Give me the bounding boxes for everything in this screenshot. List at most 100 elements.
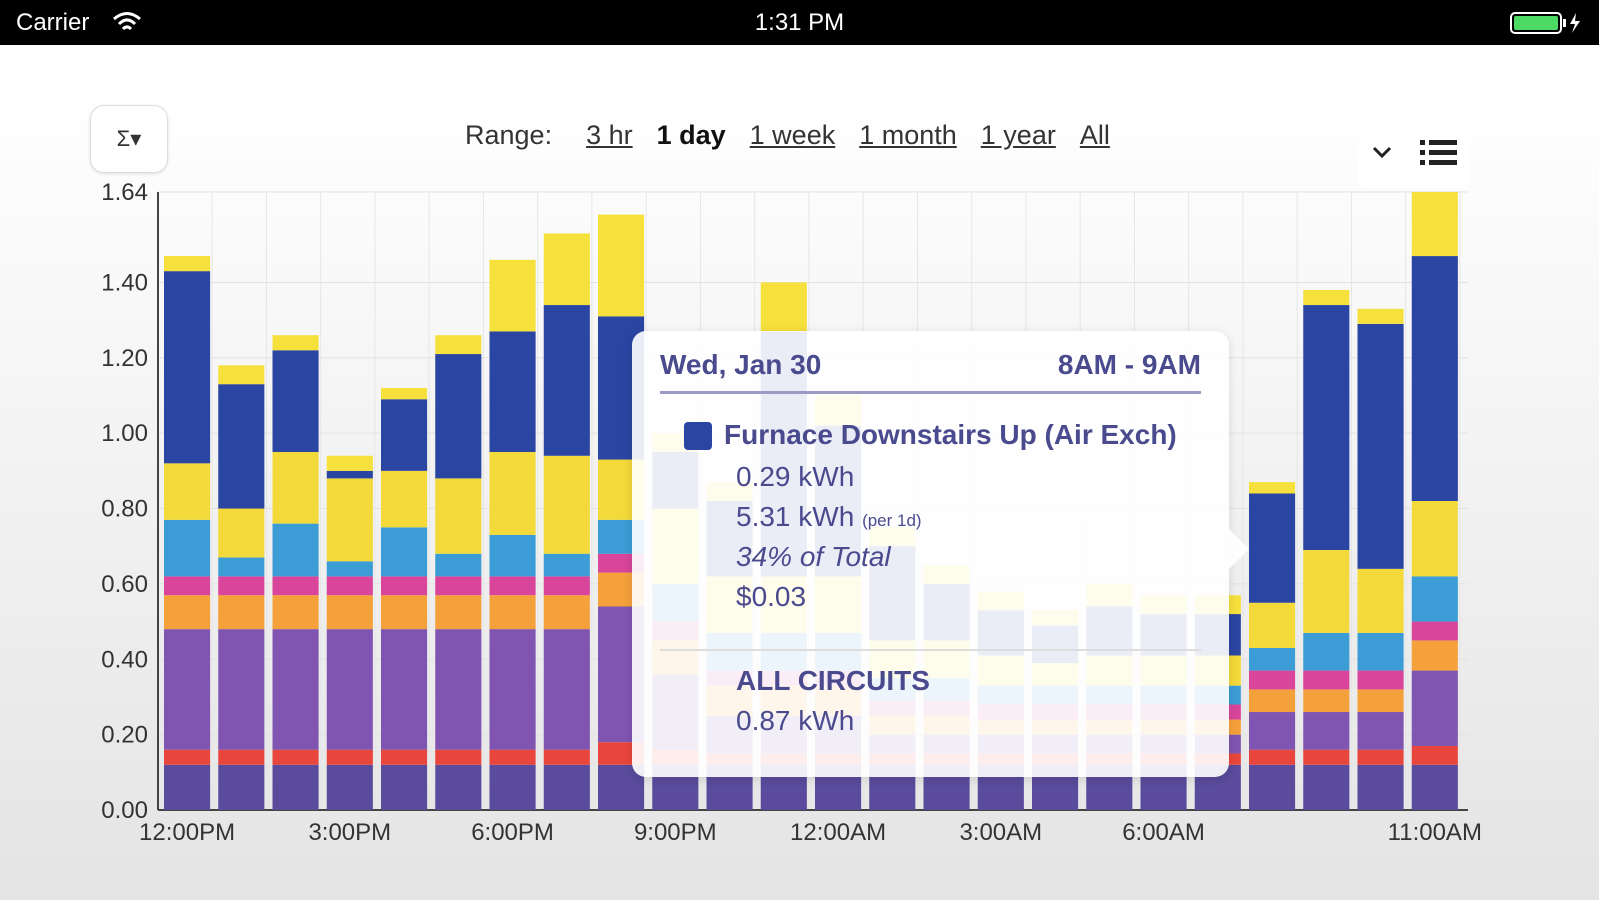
toolbar-icons[interactable] — [1358, 120, 1470, 188]
bar-segment — [543, 629, 590, 750]
bar-segment — [543, 749, 590, 765]
bar-segment — [272, 576, 319, 596]
bar-segment — [164, 629, 211, 750]
bar-segment — [435, 478, 482, 554]
bar-segment — [435, 354, 482, 479]
bar-segment — [435, 335, 482, 355]
bar-segment — [489, 764, 536, 810]
share: 34% of Total — [736, 541, 891, 572]
bar-segment — [489, 749, 536, 765]
range-option[interactable]: 1 year — [980, 120, 1056, 150]
bar-segment — [1411, 621, 1458, 641]
bar-segment — [218, 508, 265, 558]
bar-segment — [164, 764, 211, 810]
bar-segment — [1357, 670, 1404, 690]
bar-segment — [1357, 308, 1404, 324]
bar-segment — [1357, 632, 1404, 671]
range-option[interactable]: 3 hr — [586, 120, 633, 150]
bar-segment — [489, 534, 536, 577]
bar-segment — [1357, 689, 1404, 713]
bar-segment — [435, 629, 482, 750]
bar-segment — [543, 553, 590, 577]
range-option[interactable]: 1 day — [656, 120, 726, 150]
bar-segment — [326, 629, 373, 750]
bar-segment — [272, 523, 319, 577]
range-option[interactable]: 1 month — [859, 120, 957, 150]
x-tick-label: 11:00AM — [1388, 819, 1482, 846]
bar-segment — [1303, 549, 1350, 633]
bar-segment — [218, 576, 265, 596]
bar-segment — [272, 350, 319, 453]
cost: $0.03 — [736, 581, 807, 612]
y-tick-label: 1.40 — [101, 269, 148, 296]
bar-segment — [272, 335, 319, 351]
range-label: Range: — [465, 120, 553, 150]
bar-segment — [543, 576, 590, 596]
bar-segment — [272, 595, 319, 630]
bar-segment — [218, 595, 265, 630]
bar-segment — [1357, 712, 1404, 750]
bar-segment — [272, 764, 319, 810]
clock: 1:31 PM — [754, 9, 845, 36]
x-tick-label: 6:00AM — [1122, 819, 1205, 846]
bar-segment — [218, 764, 265, 810]
total-label: ALL CIRCUITS — [736, 665, 930, 696]
bar-segment — [435, 595, 482, 630]
bar-segment — [326, 561, 373, 577]
status-bar: Carrier 1:31 PM — [0, 0, 1599, 45]
daily-line: 5.31 kWh (per 1d) — [736, 501, 922, 533]
bar-segment — [1303, 689, 1350, 713]
y-tick-label: 0.40 — [101, 646, 148, 673]
bar-segment — [1249, 670, 1296, 690]
bar-segment — [381, 399, 428, 471]
aggregate-button[interactable]: Σ▾ — [90, 105, 168, 173]
bar-segment — [435, 553, 482, 577]
bar-segment — [1303, 305, 1350, 550]
y-tick-label: 0.00 — [101, 797, 148, 824]
separator — [660, 649, 1201, 651]
bar-segment — [489, 595, 536, 630]
bar-segment — [326, 749, 373, 765]
bar-segment — [1303, 632, 1350, 671]
bar-segment — [489, 576, 536, 596]
y-tick-label: 1.64 — [101, 179, 148, 206]
bar-segment — [1249, 749, 1296, 765]
range-option[interactable]: All — [1079, 120, 1110, 150]
bar-segment — [218, 384, 265, 509]
y-tick-label: 0.80 — [101, 496, 148, 523]
bar-segment — [272, 452, 319, 524]
bar-segment — [543, 305, 590, 456]
bar-segment — [435, 576, 482, 596]
bar-segment — [218, 629, 265, 750]
bar-segment — [1303, 670, 1350, 690]
bar-segment — [381, 527, 428, 577]
y-tick-label: 0.20 — [101, 722, 148, 749]
bar-segment — [164, 256, 211, 272]
toolbar — [1358, 120, 1470, 188]
daily-note: (per 1d) — [862, 511, 922, 530]
bar-segment — [164, 463, 211, 520]
bar-segment — [489, 629, 536, 750]
x-tick-label: 3:00AM — [959, 819, 1042, 846]
bar-segment — [326, 470, 373, 479]
bar-segment — [381, 387, 428, 400]
tooltip-date: Wed, Jan 30 — [660, 349, 822, 380]
bar-segment — [489, 259, 536, 332]
bar-segment — [1411, 745, 1458, 765]
tooltip-header: Wed, Jan 30 8AM - 9AM — [660, 349, 1201, 394]
bar-segment — [760, 282, 807, 332]
energy: 0.29 kWh — [736, 461, 855, 492]
bar-segment — [543, 764, 590, 810]
bar-segment — [1357, 568, 1404, 633]
bar-segment — [1357, 764, 1404, 810]
bar-segment — [1249, 712, 1296, 750]
range-option[interactable]: 1 week — [749, 120, 836, 150]
bar-segment — [1303, 289, 1350, 306]
bar-segment — [164, 576, 211, 596]
battery-icon — [1510, 12, 1580, 34]
bar-segment — [326, 764, 373, 810]
bar-segment — [164, 271, 211, 464]
y-tick-label: 0.60 — [101, 571, 148, 598]
bar-segment — [164, 519, 211, 577]
